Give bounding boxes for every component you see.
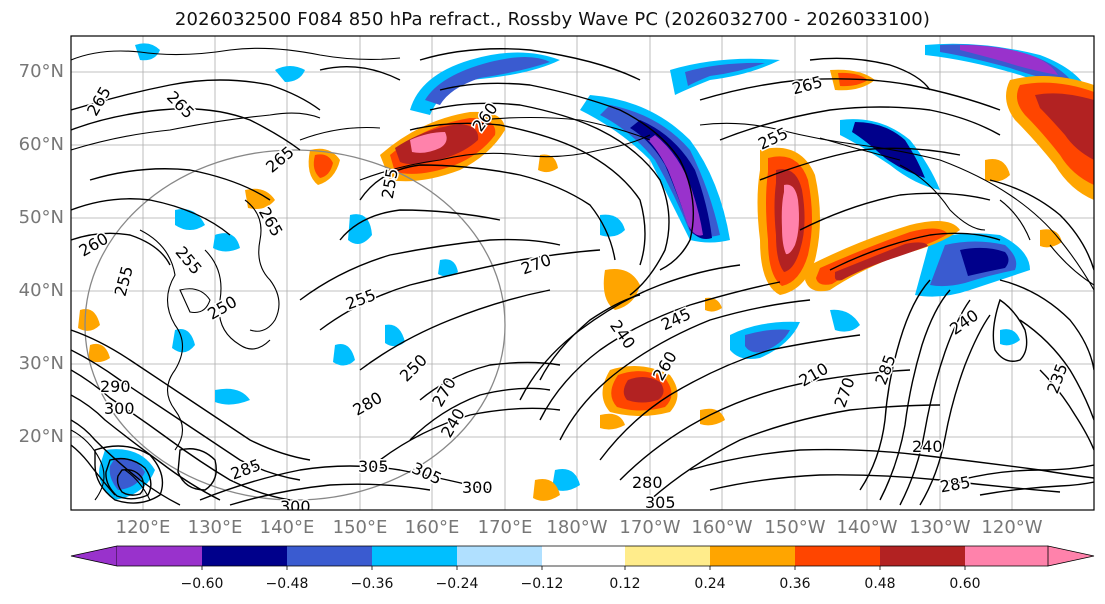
contour-label: 300	[280, 497, 311, 516]
refractivity-contours	[71, 48, 1094, 506]
lon-label-180w: 180°W	[546, 517, 608, 538]
contour-label: 300	[104, 399, 135, 418]
lon-label-160e: 160°E	[404, 517, 460, 538]
great-circle-ellipse	[84, 149, 506, 501]
colorbar-label: −0.60	[180, 576, 224, 592]
lon-label-120e: 120°E	[115, 517, 171, 538]
lon-label-130e: 130°E	[187, 517, 243, 538]
lon-label-140e: 140°E	[259, 517, 315, 538]
lat-label-60n: 60°N	[18, 134, 64, 155]
lat-label-50n: 50°N	[18, 207, 64, 228]
contour-label: 305	[645, 493, 676, 512]
lon-label-170w: 170°W	[619, 517, 681, 538]
colorbar-segment	[625, 546, 710, 566]
lon-label-170e: 170°E	[477, 517, 533, 538]
coastlines	[71, 47, 1094, 501]
colorbar-label: 0.48	[864, 576, 896, 592]
colorbar-label: 0.36	[779, 576, 811, 592]
lat-label-40n: 40°N	[18, 280, 64, 301]
colorbar-segment	[965, 546, 1048, 566]
map-title: 2026032500 F084 850 hPa refract., Rossby…	[174, 9, 931, 30]
colorbar-segment	[542, 546, 625, 566]
colorbar-label: −0.24	[435, 576, 479, 592]
positive-anomaly-patches	[78, 69, 1094, 501]
colorbar-segment	[880, 546, 965, 566]
colorbar	[70, 545, 1095, 570]
colorbar-segment	[202, 546, 287, 566]
map-frame	[70, 35, 1095, 511]
colorbar-segment	[287, 546, 372, 566]
lon-label-130w: 130°W	[909, 517, 971, 538]
lat-label-20n: 20°N	[18, 426, 64, 447]
contour-label: 290	[100, 377, 131, 396]
colorbar-segment	[117, 546, 202, 566]
lat-label-70n: 70°N	[18, 61, 64, 82]
colorbar-label: 0.60	[949, 576, 981, 592]
colorbar-label: −0.36	[350, 576, 394, 592]
lon-label-160w: 160°W	[691, 517, 753, 538]
lon-label-140w: 140°W	[836, 517, 898, 538]
negative-anomaly-patches	[99, 43, 1090, 500]
contour-label: 305	[358, 457, 389, 476]
colorbar-label: 0.24	[694, 576, 726, 592]
colorbar-label: 0.12	[609, 576, 641, 592]
contour-label: 280	[632, 473, 663, 492]
colorbar-segment	[457, 546, 542, 566]
colorbar-extend-low	[70, 545, 118, 567]
colorbar-label: −0.12	[520, 576, 564, 592]
colorbar-extend-high	[1047, 545, 1095, 567]
lon-label-150e: 150°E	[332, 517, 388, 538]
map-area: 265 265 265 260 255 265 255 265 255 250 …	[71, 36, 1094, 516]
lon-label-120w: 120°W	[981, 517, 1043, 538]
contour-label: 240	[912, 437, 943, 456]
colorbar-segment	[372, 546, 457, 566]
contour-label: 300	[462, 478, 493, 497]
colorbar-segment	[710, 546, 795, 566]
colorbar-label: −0.48	[265, 576, 309, 592]
lon-label-150w: 150°W	[764, 517, 826, 538]
lat-label-30n: 30°N	[18, 353, 64, 374]
colorbar-segment	[795, 546, 880, 566]
